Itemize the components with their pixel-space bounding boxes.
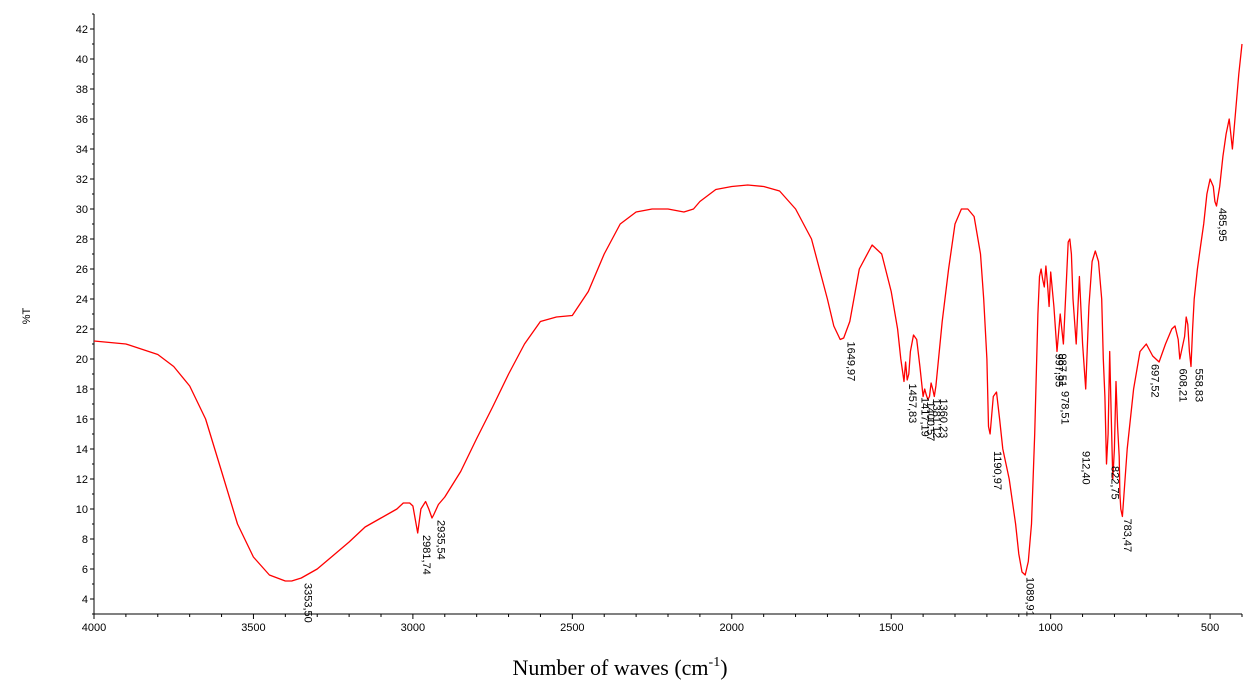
y-tick-label: 20 — [76, 354, 88, 366]
peak-label: 987,51 — [1056, 354, 1068, 388]
y-axis-label: %T — [21, 307, 33, 324]
y-tick-label: 18 — [76, 384, 88, 396]
x-tick-label: 1500 — [879, 622, 903, 634]
x-tick-label: 3000 — [401, 622, 425, 634]
y-tick-label: 26 — [76, 264, 88, 276]
peak-label: 1649,97 — [845, 342, 857, 382]
x-axis-label-text: Number of waves (cm — [512, 655, 708, 680]
y-tick-label: 30 — [76, 204, 88, 216]
y-tick-label: 4 — [82, 594, 88, 606]
y-tick-label: 16 — [76, 414, 88, 426]
spectrum-line-0 — [93, 43, 1243, 582]
y-tick-label: 32 — [76, 174, 88, 186]
peak-label: 1457,83 — [906, 384, 918, 424]
x-tick-label: 2500 — [560, 622, 584, 634]
peak-labels: 3353,50 2981,74 2935,54 1649,97 1457,83 1417,… — [301, 208, 1228, 623]
x-axis-label-close: ) — [720, 655, 727, 680]
y-tick-label: 34 — [76, 144, 88, 156]
axes — [93, 14, 1242, 615]
y-tick-label: 24 — [76, 294, 88, 306]
peak-label: 1417,19 — [919, 397, 931, 437]
x-axis-label-superscript: -1 — [709, 655, 721, 670]
peak-label: 3353,50 — [301, 583, 313, 623]
y-tick-label: 36 — [76, 114, 88, 126]
peak-label: 2981,74 — [420, 535, 432, 575]
y-tick-label: 22 — [76, 324, 88, 336]
tick-marks: 4 6 8 10 12 14 16 18 20 22 24 26 28 30 32 34 36 38 40 42 400… — [76, 13, 1243, 634]
y-tick-label: 6 — [82, 564, 88, 576]
peak-label: 697,52 — [1148, 364, 1160, 398]
series-layer — [93, 43, 1243, 582]
peak-label: 485,95 — [1216, 208, 1228, 242]
y-tick-label: 14 — [76, 444, 88, 456]
x-tick-label: 1000 — [1038, 622, 1062, 634]
peak-label: 1089,91 — [1023, 577, 1035, 617]
peak-label: 978,51 — [1059, 391, 1071, 425]
x-axis-label: Number of waves (cm-1) — [512, 655, 727, 680]
peak-label: 912,40 — [1080, 451, 1092, 485]
y-tick-label: 10 — [76, 504, 88, 516]
y-tick-label: 38 — [76, 84, 88, 96]
peak-label: 1360,23 — [937, 399, 949, 439]
x-tick-label: 500 — [1201, 622, 1219, 634]
peak-label: 783,47 — [1121, 519, 1133, 553]
peak-label: 822,75 — [1108, 466, 1120, 500]
y-tick-label: 28 — [76, 234, 88, 246]
x-tick-label: 3500 — [241, 622, 265, 634]
peak-label: 2935,54 — [435, 520, 447, 560]
peak-label: 558,83 — [1193, 369, 1205, 403]
y-tick-label: 8 — [82, 534, 88, 546]
x-tick-label: 4000 — [82, 622, 106, 634]
y-tick-label: 12 — [76, 474, 88, 486]
x-tick-label: 2000 — [720, 622, 744, 634]
peak-label: 1381,12 — [930, 399, 942, 439]
peak-label: 1190,97 — [991, 451, 1003, 490]
peak-label: 1400,57 — [924, 402, 936, 442]
peak-label: 997,95 — [1053, 354, 1065, 388]
peak-label: 608,21 — [1177, 369, 1189, 403]
y-tick-label: 40 — [76, 54, 88, 66]
y-tick-label: 42 — [76, 24, 88, 36]
